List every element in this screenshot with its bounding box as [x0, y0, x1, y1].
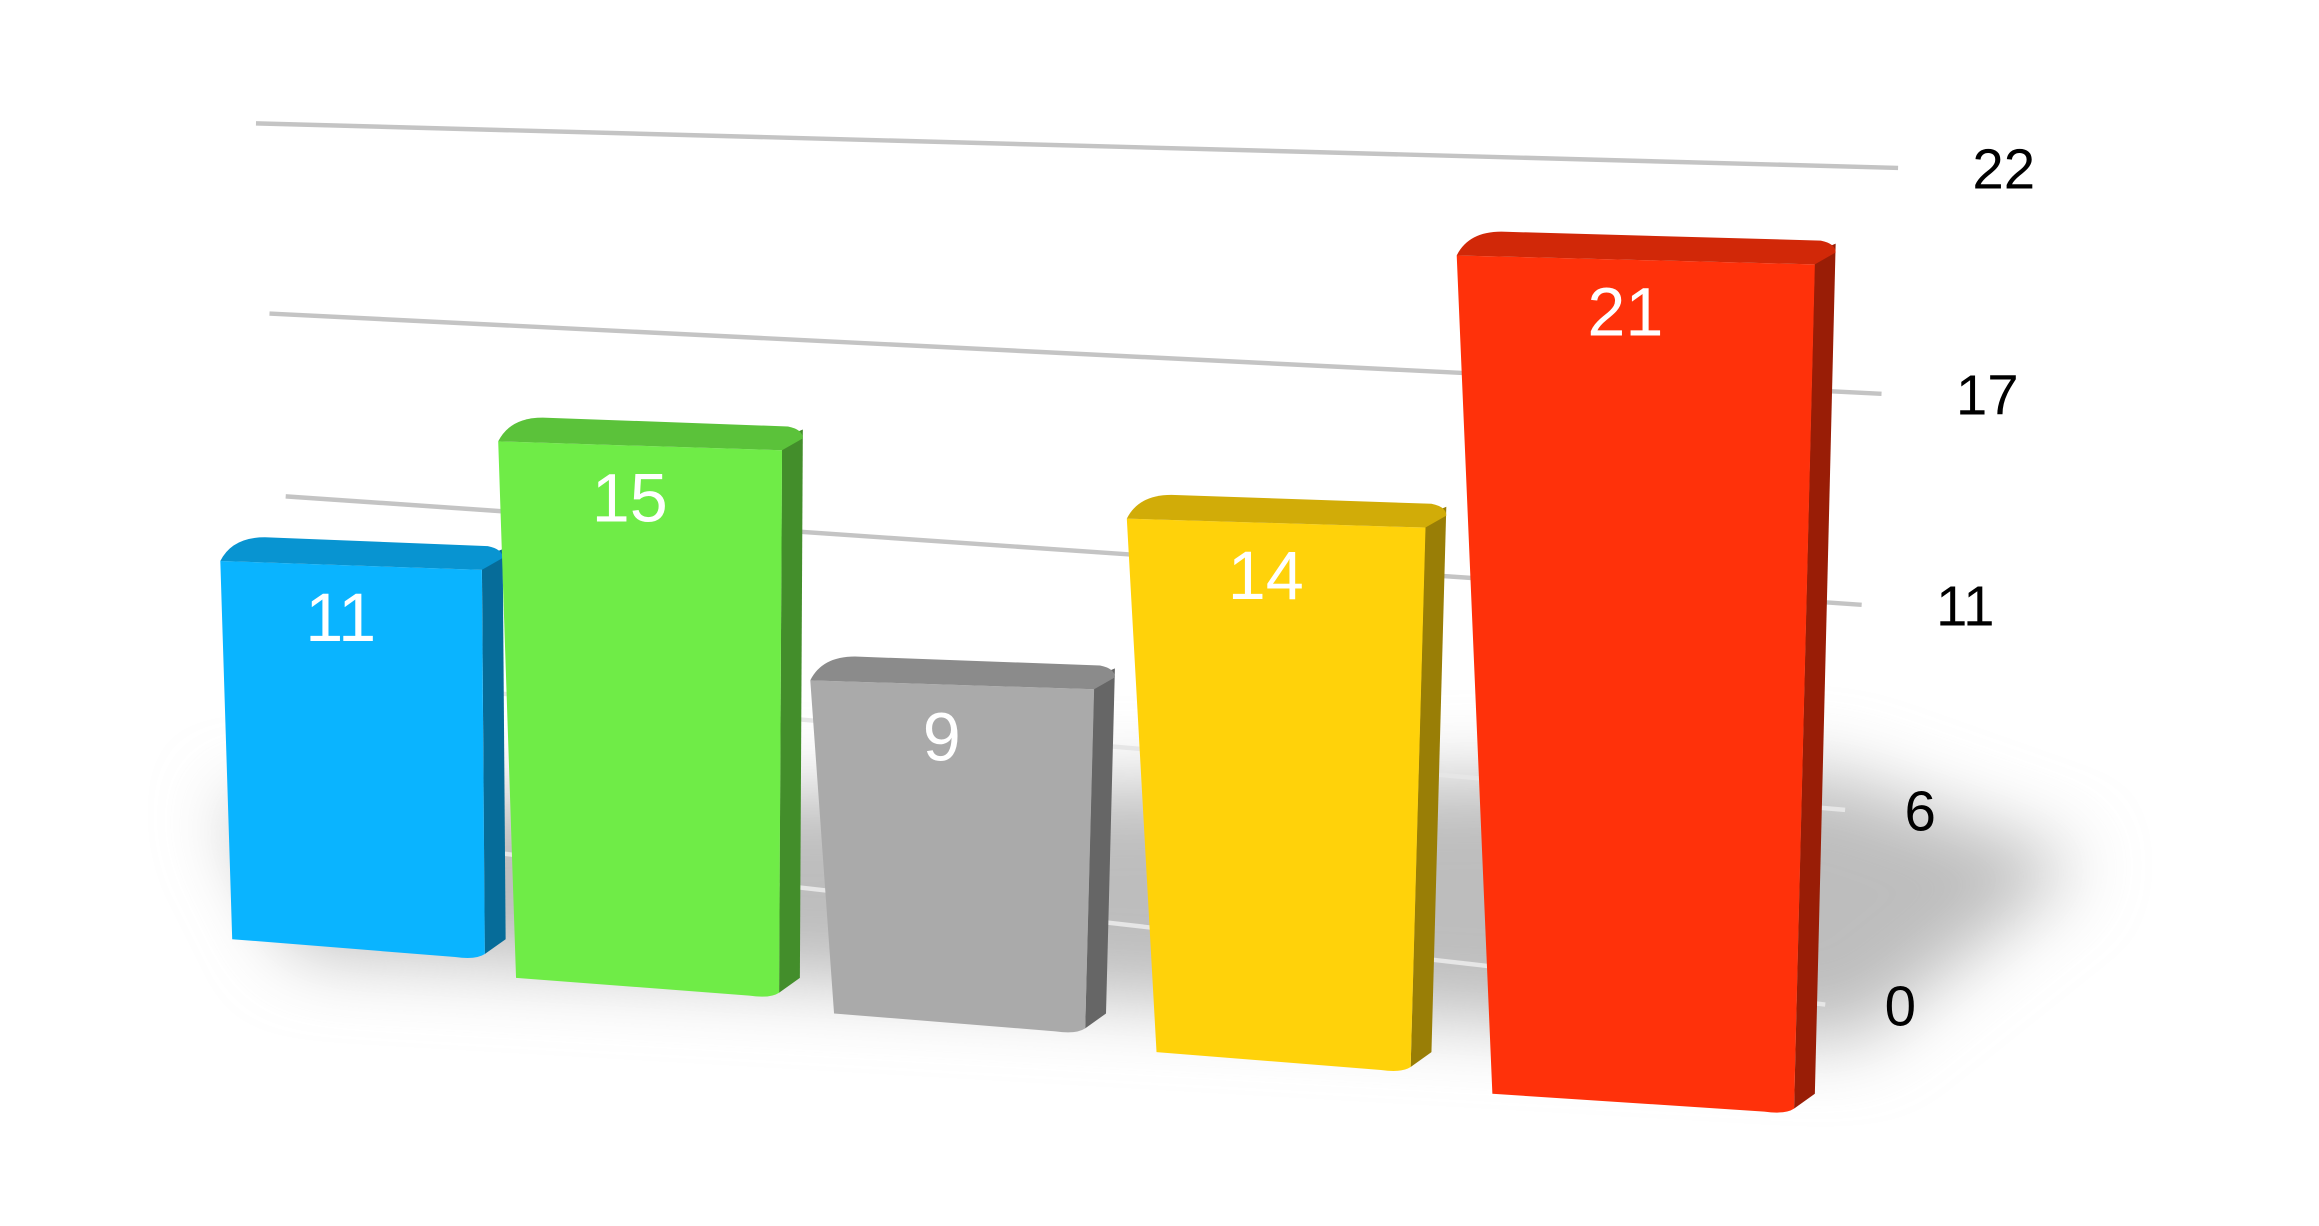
bar-side — [779, 429, 803, 993]
bar-top — [1126, 494, 1447, 528]
bar-side — [1085, 668, 1115, 1029]
y-tick-label: 17 — [1956, 364, 2019, 427]
data-label: 21 — [1587, 275, 1663, 351]
bar: 11 — [220, 537, 506, 959]
y-tick-label: 6 — [1905, 780, 1936, 843]
y-tick-label: 0 — [1885, 974, 1916, 1037]
y-tick-label: 22 — [1972, 138, 2035, 201]
bar-front — [810, 680, 1095, 1033]
bar: 21 — [1456, 231, 1836, 1113]
data-label: 14 — [1228, 538, 1304, 614]
bar-front — [1456, 255, 1815, 1113]
bar-front — [220, 560, 485, 959]
bar-top — [498, 417, 803, 451]
bar-side — [481, 549, 506, 955]
bar-side — [1410, 506, 1447, 1067]
bar: 14 — [1126, 494, 1447, 1071]
bar-top — [1456, 231, 1836, 265]
bar-top — [810, 656, 1115, 690]
bar: 9 — [810, 656, 1115, 1033]
bar-side — [1794, 243, 1836, 1109]
bar-front — [1126, 518, 1426, 1071]
data-label: 9 — [923, 700, 961, 776]
bar-top — [220, 537, 503, 570]
gridline — [255, 121, 1899, 171]
data-label: 11 — [305, 580, 376, 656]
bar-front — [498, 441, 783, 997]
tick-layer: 0 6 11 17 22 — [1885, 138, 2035, 1038]
bar: 15 — [498, 417, 803, 997]
bar-layer: 11 15 9 14 21 — [220, 231, 1836, 1113]
y-tick-label: 11 — [1936, 575, 1995, 638]
data-label: 15 — [592, 461, 668, 537]
